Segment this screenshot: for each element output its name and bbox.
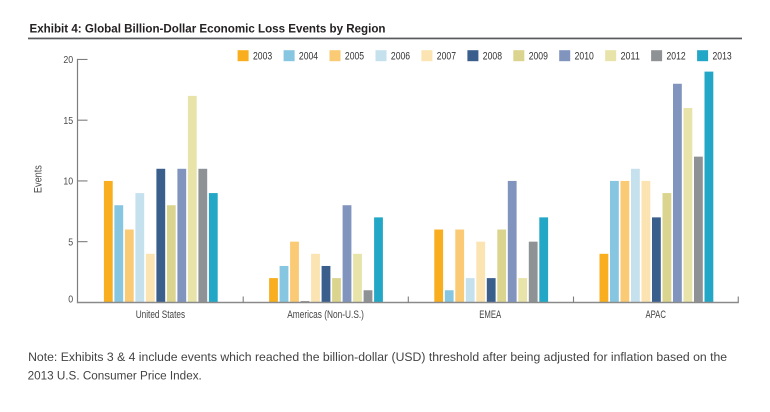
- svg-text:United States: United States: [136, 309, 186, 321]
- svg-text:2008: 2008: [483, 51, 502, 63]
- svg-text:Americas (Non-U.S.): Americas (Non-U.S.): [287, 309, 364, 321]
- svg-text:2004: 2004: [299, 51, 318, 63]
- svg-text:20: 20: [63, 54, 73, 66]
- svg-text:15: 15: [63, 115, 73, 127]
- svg-text:Note: Exhibits 3 & 4 include e: Note: Exhibits 3 & 4 include events whic…: [28, 350, 727, 364]
- svg-text:2007: 2007: [437, 51, 456, 63]
- svg-text:2010: 2010: [575, 51, 594, 63]
- svg-text:2009: 2009: [529, 51, 548, 63]
- svg-text:2005: 2005: [345, 51, 364, 63]
- svg-text:2011: 2011: [621, 51, 640, 63]
- svg-text:Exhibit 4: Global Billion-Doll: Exhibit 4: Global Billion-Dollar Economi…: [30, 22, 386, 36]
- svg-text:2013 U.S. Consumer Price Index: 2013 U.S. Consumer Price Index.: [28, 368, 202, 382]
- svg-text:Events: Events: [33, 165, 45, 193]
- svg-text:5: 5: [68, 236, 73, 248]
- svg-text:2013: 2013: [713, 51, 732, 63]
- svg-text:10: 10: [63, 176, 73, 188]
- svg-text:0: 0: [68, 294, 73, 306]
- svg-text:2003: 2003: [253, 51, 272, 63]
- svg-text:EMEA: EMEA: [479, 309, 502, 321]
- svg-text:2012: 2012: [667, 51, 686, 63]
- svg-text:2006: 2006: [391, 51, 410, 63]
- svg-text:APAC: APAC: [645, 309, 666, 321]
